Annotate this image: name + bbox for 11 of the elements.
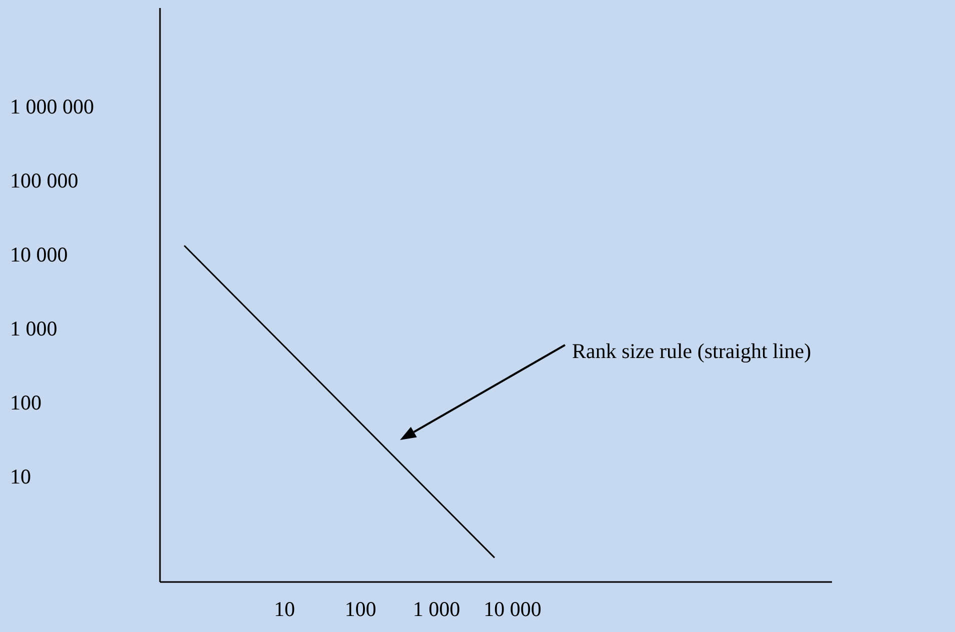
y-tick-label: 1 000: [10, 316, 58, 341]
annotation: Rank size rule (straight line): [572, 339, 812, 363]
x-tick-label: 10: [274, 597, 296, 621]
y-tick-label: 10: [10, 464, 31, 489]
x-tick-label: 100: [344, 597, 376, 621]
x-tick-label: 10 000: [484, 597, 542, 621]
y-tick-label: 100 000: [10, 168, 78, 192]
x-tick-label: 1 000: [412, 597, 460, 621]
y-tick-label: 1 000 000: [10, 94, 94, 118]
y-tick-label: 10 000: [10, 242, 68, 267]
y-tick-label: 100: [10, 390, 42, 415]
